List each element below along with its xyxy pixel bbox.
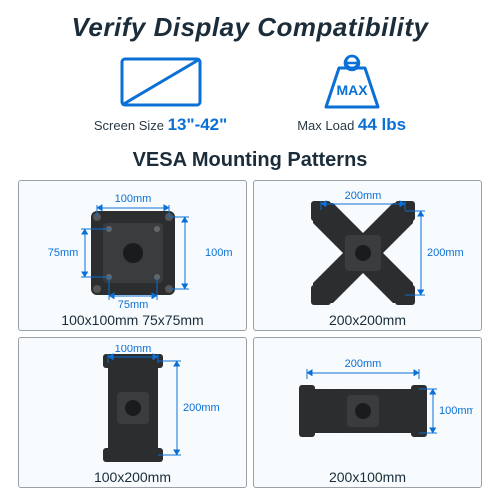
vesa-caption: 200x100mm bbox=[329, 469, 406, 485]
spec-load-label: Max Load 44 lbs bbox=[297, 115, 406, 135]
spec-screen-value: 13"-42" bbox=[168, 115, 228, 134]
vesa-caption: 100x100mm 75x75mm bbox=[61, 312, 203, 328]
vesa-diagram-100x100: 100mm 75mm 100mm bbox=[23, 185, 242, 310]
vesa-cell-100x200: 100mm 200mm 100x200mm bbox=[18, 337, 247, 488]
vesa-caption: 100x200mm bbox=[94, 469, 171, 485]
vesa-diagram-200x200: 200mm 200mm bbox=[258, 185, 477, 310]
vesa-cell-100x100: 100mm 75mm 100mm bbox=[18, 180, 247, 331]
infographic-container: Verify Display Compatibility Screen Size… bbox=[0, 0, 500, 500]
spec-screen-size: Screen Size 13"-42" bbox=[94, 53, 227, 135]
dim-right: 200mm bbox=[427, 247, 464, 259]
vesa-diagram-200x100: 200mm 100mm bbox=[258, 342, 477, 467]
dim-top: 100mm bbox=[114, 345, 151, 355]
dim-right: 100mm bbox=[439, 405, 473, 417]
page-title: Verify Display Compatibility bbox=[18, 12, 482, 43]
dim-top: 100mm bbox=[114, 193, 151, 205]
dim-top: 200mm bbox=[344, 358, 381, 370]
specs-row: Screen Size 13"-42" MAX Max Load 44 lbs bbox=[18, 53, 482, 135]
subtitle: VESA Mounting Patterns bbox=[18, 149, 482, 172]
weight-icon-text: MAX bbox=[336, 82, 368, 98]
vesa-grid: 100mm 75mm 100mm bbox=[18, 180, 482, 488]
dim-top: 200mm bbox=[344, 190, 381, 202]
spec-load-value: 44 lbs bbox=[358, 115, 406, 134]
dim-right: 100mm bbox=[205, 247, 233, 259]
vesa-cell-200x200: 200mm 200mm 200x200mm bbox=[253, 180, 482, 331]
dim-bottom: 75mm bbox=[117, 299, 148, 308]
screen-icon bbox=[116, 53, 206, 111]
spec-load-label-text: Max Load bbox=[297, 118, 358, 133]
vesa-caption: 200x200mm bbox=[329, 312, 406, 328]
vesa-cell-200x100: 200mm 100mm 200x100mm bbox=[253, 337, 482, 488]
spec-max-load: MAX Max Load 44 lbs bbox=[297, 53, 406, 135]
dim-right: 200mm bbox=[183, 402, 220, 414]
spec-screen-label-text: Screen Size bbox=[94, 118, 168, 133]
spec-screen-label: Screen Size 13"-42" bbox=[94, 115, 227, 135]
vesa-diagram-100x200: 100mm 200mm bbox=[23, 342, 242, 467]
dim-left: 75mm bbox=[47, 247, 78, 259]
weight-icon: MAX bbox=[307, 53, 397, 111]
